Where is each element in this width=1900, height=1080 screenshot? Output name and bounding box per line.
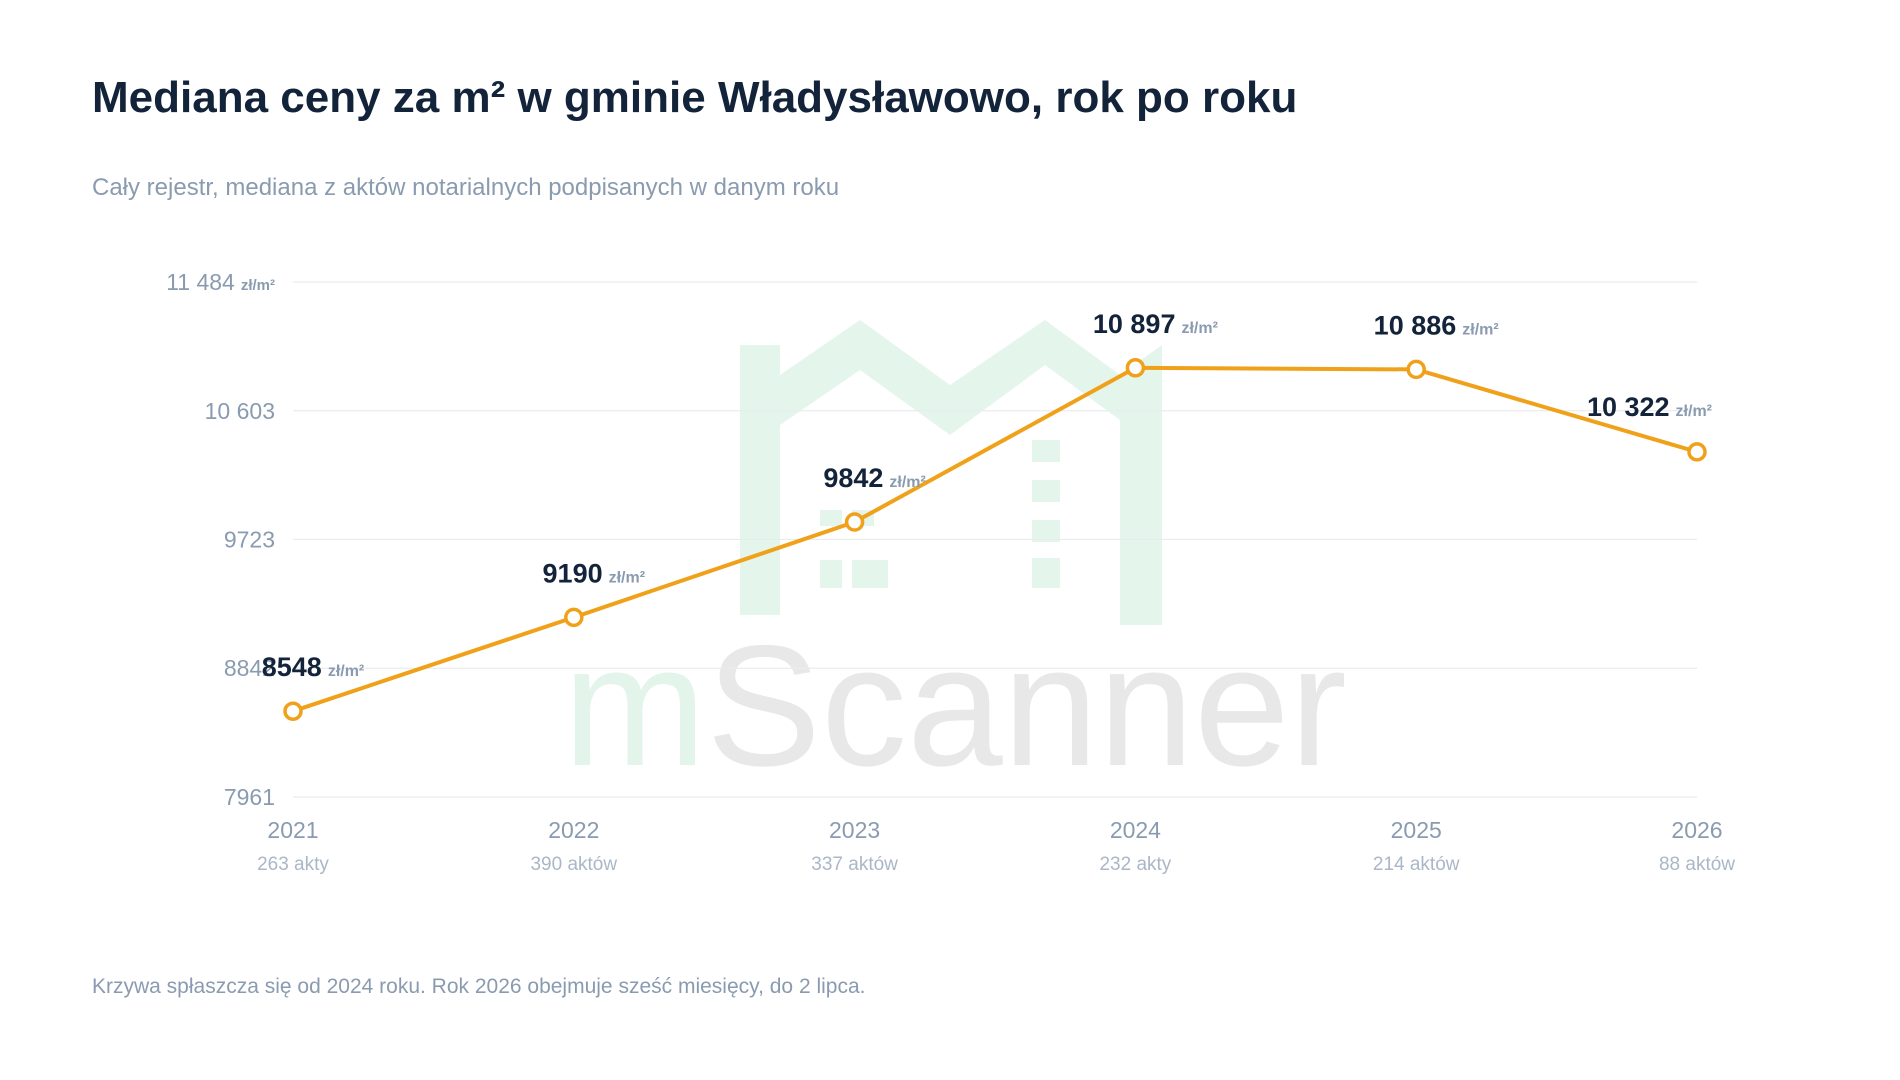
data-label: 10 886 zł/m² <box>1374 310 1499 340</box>
data-label-value: 10 886 <box>1374 310 1457 340</box>
data-label-value: 9842 <box>823 463 883 493</box>
point <box>1406 359 1426 380</box>
point <box>283 701 303 721</box>
point <box>1125 358 1146 378</box>
chart-subtitle: Cały rejestr, mediana z aktów notarialny… <box>92 174 839 201</box>
x-tick-note: 263 akty <box>257 854 329 875</box>
point <box>844 512 865 532</box>
y-tick-value: 9723 <box>224 526 275 552</box>
y-tick-label: 10 603 <box>205 398 275 424</box>
watermark-text: Scanner <box>706 610 1347 802</box>
y-tick-value: 10 603 <box>205 398 275 424</box>
x-tick-note: 214 aktów <box>1373 854 1460 875</box>
point <box>564 607 584 628</box>
y-tick-value: 11 484 <box>166 269 235 295</box>
chart-title: Mediana ceny za m² w gminie Władysławowo… <box>92 73 1297 122</box>
y-tick-value: 7961 <box>224 784 275 810</box>
point <box>1687 442 1707 462</box>
y-tick-label: 8842 <box>224 655 275 681</box>
watermark-prefix: m <box>563 610 706 802</box>
x-tick-note: 390 aktów <box>530 854 617 875</box>
watermark-logo <box>740 320 1162 625</box>
data-label: 10 897 zł/m² <box>1093 309 1218 339</box>
y-tick-label: 11 484 zł/m² <box>166 269 275 295</box>
data-label: 9842 zł/m² <box>823 463 926 493</box>
x-tick-label: 2021 <box>267 817 318 843</box>
data-label-unit: zł/m² <box>1676 403 1712 420</box>
data-label-value: 10 897 <box>1093 309 1176 339</box>
x-tick-label: 2024 <box>1110 817 1161 843</box>
x-tick-note: 337 aktów <box>811 854 898 875</box>
y-tick-label: 7961 <box>224 784 275 810</box>
data-label-value: 8548 <box>262 652 322 682</box>
x-tick-label: 2022 <box>548 817 599 843</box>
y-tick-label: 9723 <box>224 526 275 552</box>
watermark: mScanner <box>563 610 1347 802</box>
data-label-unit: zł/m² <box>1181 320 1217 337</box>
data-label-unit: zł/m² <box>1462 321 1498 338</box>
x-tick-label: 2023 <box>829 817 880 843</box>
x-tick-note: 88 aktów <box>1659 854 1735 875</box>
x-tick-label: 2026 <box>1671 817 1722 843</box>
x-tick-note: 232 akty <box>1099 854 1171 875</box>
data-label: 10 322 zł/m² <box>1587 392 1712 422</box>
y-tick-value: 8842 <box>224 655 275 681</box>
data-label-value: 9190 <box>543 558 603 588</box>
footnote: Krzywa spłaszcza się od 2024 roku. Rok 2… <box>92 975 865 998</box>
data-label-unit: zł/m² <box>609 569 645 586</box>
data-label-unit: zł/m² <box>889 474 925 491</box>
data-label: 8548 zł/m² <box>262 652 365 682</box>
data-label: 9190 zł/m² <box>543 558 646 588</box>
line <box>292 365 1698 714</box>
data-label-unit: zł/m² <box>328 663 364 680</box>
y-tick-unit: zł/m² <box>241 277 275 294</box>
data-label-value: 10 322 <box>1587 392 1670 422</box>
x-tick-label: 2025 <box>1391 817 1442 843</box>
